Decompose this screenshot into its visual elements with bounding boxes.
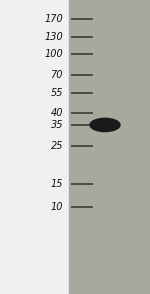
Text: 100: 100 <box>44 49 63 59</box>
Text: 130: 130 <box>44 32 63 42</box>
Text: 15: 15 <box>51 179 63 189</box>
Ellipse shape <box>90 118 120 132</box>
Bar <box>69 0 150 294</box>
Text: 40: 40 <box>51 108 63 118</box>
Text: 35: 35 <box>51 120 63 130</box>
Text: 55: 55 <box>51 88 63 98</box>
Text: 25: 25 <box>51 141 63 151</box>
Text: 70: 70 <box>51 70 63 80</box>
Text: 170: 170 <box>44 14 63 24</box>
Text: 10: 10 <box>51 202 63 212</box>
